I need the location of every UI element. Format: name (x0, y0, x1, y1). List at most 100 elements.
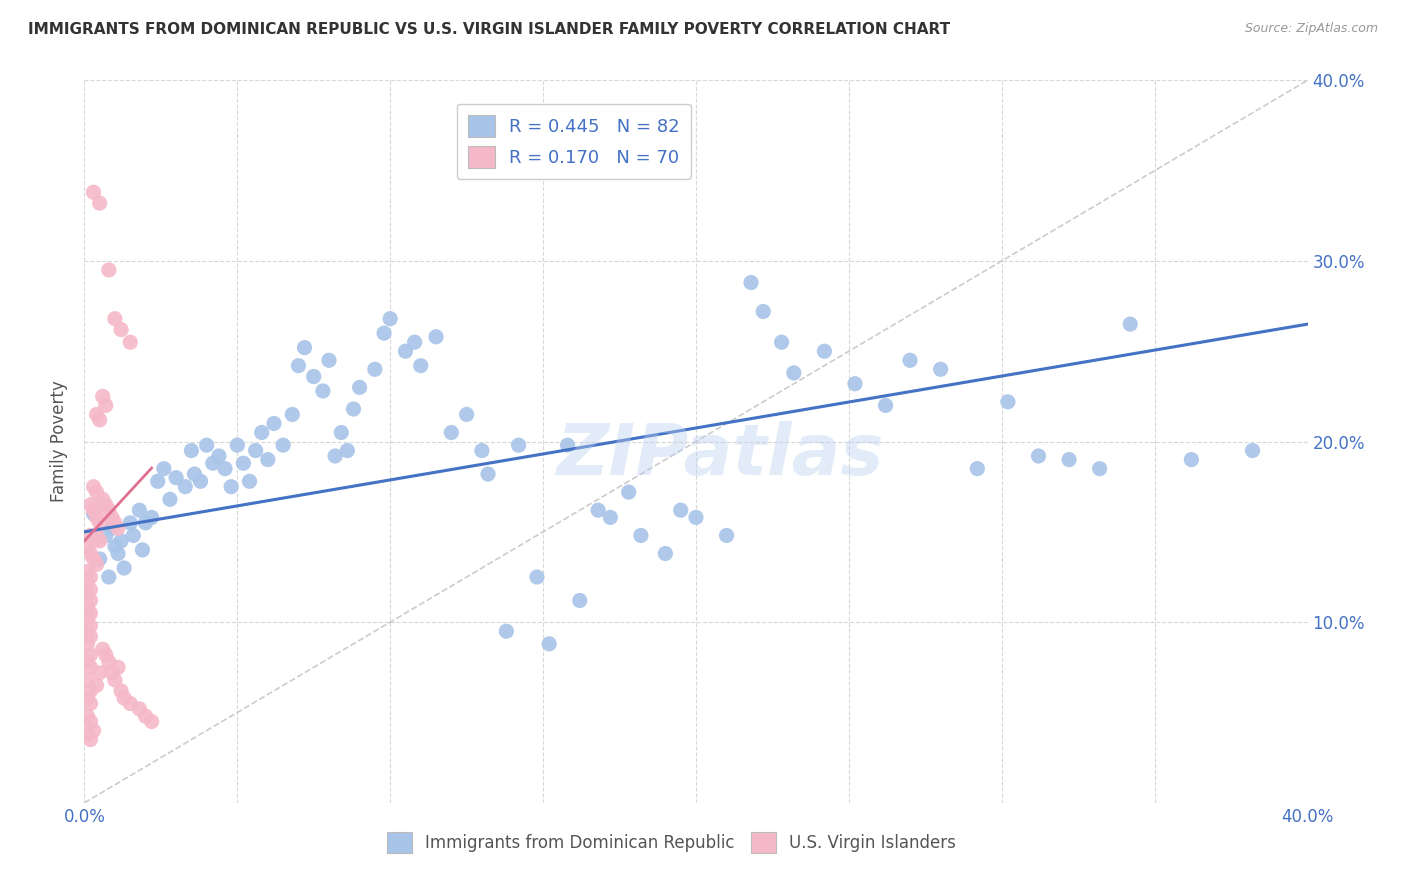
Point (89, 196, 111, 211)
Point (107, 521, 129, 535)
Point (153, 461, 176, 475)
Point (287, 359, 309, 373)
Point (79, 660, 101, 674)
Point (128, 503, 150, 517)
Legend: Immigrants from Dominican Republic, U.S. Virgin Islanders: Immigrants from Dominican Republic, U.S.… (380, 826, 963, 860)
Point (76, 624, 98, 639)
Point (966, 461, 988, 475)
Point (323, 449, 346, 463)
Point (83, 503, 105, 517)
Point (875, 398, 897, 412)
Point (101, 510, 124, 524)
Point (318, 353, 340, 368)
Point (740, 276, 762, 290)
Point (669, 503, 692, 517)
Point (86, 510, 108, 524)
Point (94, 498, 117, 512)
Point (238, 475, 260, 489)
Point (110, 533, 132, 548)
Point (1180, 452, 1202, 467)
Point (770, 335, 793, 350)
Point (97, 263, 120, 277)
Point (232, 456, 254, 470)
Point (89, 552, 111, 566)
Point (76, 691, 98, 706)
Point (86, 678, 108, 692)
Point (783, 366, 806, 380)
Point (404, 335, 426, 350)
Point (79, 630, 101, 644)
Point (94, 648, 117, 662)
Point (97, 570, 120, 584)
Point (1088, 461, 1111, 475)
Point (257, 452, 280, 467)
Point (79, 619, 101, 633)
Point (471, 443, 494, 458)
Point (79, 714, 101, 729)
Point (79, 606, 101, 620)
Point (86, 558, 108, 572)
Point (89, 533, 111, 548)
Point (86, 485, 108, 500)
Point (165, 471, 187, 485)
Point (76, 637, 98, 651)
Point (110, 322, 132, 336)
Point (79, 648, 101, 662)
Point (83, 723, 105, 738)
Point (97, 503, 120, 517)
Point (79, 683, 101, 698)
Point (79, 528, 101, 542)
Point (183, 467, 205, 481)
Point (104, 673, 127, 687)
Point (557, 438, 579, 452)
Point (89, 516, 111, 530)
Point (141, 714, 163, 729)
Point (654, 547, 676, 561)
Point (112, 561, 135, 575)
Point (526, 570, 548, 584)
Point (131, 542, 153, 557)
Point (94, 398, 117, 412)
Point (1241, 443, 1264, 458)
Point (79, 498, 101, 512)
Point (997, 394, 1019, 409)
Point (135, 709, 157, 723)
Point (425, 330, 447, 344)
Point (83, 552, 105, 566)
Point (380, 311, 402, 326)
Point (120, 335, 142, 350)
Point (120, 516, 142, 530)
Point (83, 186, 105, 200)
Point (91, 642, 114, 657)
Point (101, 521, 124, 535)
Point (685, 510, 707, 524)
Point (112, 691, 135, 706)
Point (141, 510, 163, 524)
Point (302, 369, 325, 384)
Point (538, 637, 561, 651)
Point (312, 384, 335, 398)
Point (122, 528, 145, 542)
Point (394, 344, 416, 359)
Point (898, 353, 921, 368)
Point (208, 449, 231, 463)
Point (79, 732, 101, 747)
Point (76, 611, 98, 625)
Point (599, 510, 621, 524)
Point (281, 408, 304, 422)
Point (91, 389, 114, 403)
Point (91, 492, 114, 507)
Point (104, 516, 127, 530)
Point (107, 660, 129, 674)
Point (79, 582, 101, 597)
Point (94, 528, 117, 542)
Point (250, 425, 273, 440)
Point (294, 341, 316, 355)
Point (104, 539, 127, 553)
Point (349, 380, 371, 394)
Point (844, 376, 866, 391)
Point (120, 697, 142, 711)
Point (813, 344, 835, 359)
Point (76, 655, 98, 669)
Point (110, 683, 132, 698)
